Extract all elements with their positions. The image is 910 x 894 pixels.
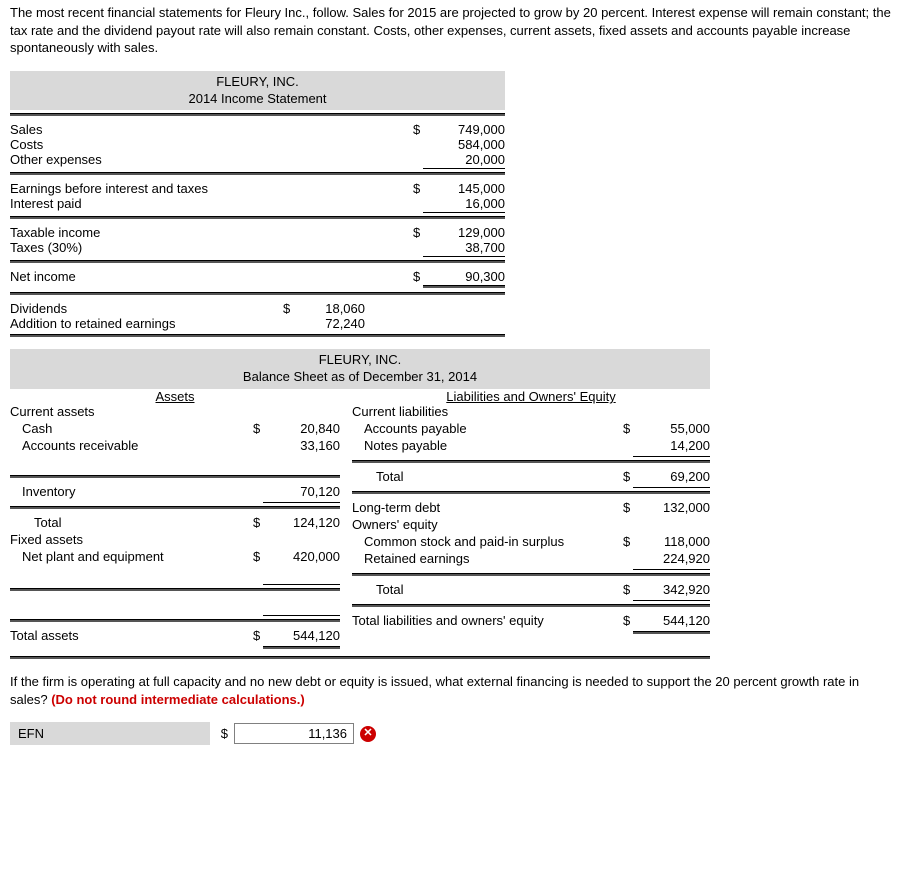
label-current-liab: Current liabilities xyxy=(352,404,710,419)
amount: 132,000 xyxy=(635,500,710,515)
amount: 544,120 xyxy=(635,613,710,628)
amount: 20,000 xyxy=(425,152,505,167)
is-title: 2014 Income Statement xyxy=(10,91,505,108)
amount: 342,920 xyxy=(635,582,710,597)
amount: 129,000 xyxy=(425,225,505,240)
label-fixed-assets: Fixed assets xyxy=(10,532,340,547)
row-ebit: Earnings before interest and taxes $ 145… xyxy=(10,181,505,196)
label: Common stock and paid-in surplus xyxy=(352,534,623,549)
row-netinc: Net income $ 90,300 xyxy=(10,269,505,284)
label: Total xyxy=(10,515,253,530)
income-statement: FLEURY, INC. 2014 Income Statement Sales… xyxy=(10,71,505,338)
label: Other expenses xyxy=(10,152,413,167)
label: Taxes (30%) xyxy=(10,240,413,255)
label: Total xyxy=(352,582,623,597)
amount: 145,000 xyxy=(425,181,505,196)
label-owners-equity: Owners' equity xyxy=(352,517,710,532)
amount: 749,000 xyxy=(425,122,505,137)
label: Accounts receivable xyxy=(10,438,253,453)
amount: 69,200 xyxy=(635,469,710,484)
label-current-assets: Current assets xyxy=(10,404,340,419)
incorrect-icon: ✕ xyxy=(360,726,376,742)
dollar: $ xyxy=(413,181,425,196)
row-interest: Interest paid 16,000 xyxy=(10,196,505,211)
efn-input[interactable] xyxy=(234,723,354,744)
bs-subheaders: Assets Liabilities and Owners' Equity xyxy=(10,389,710,404)
answer-currency: $ xyxy=(210,726,234,741)
dollar: $ xyxy=(253,628,265,643)
amount: 124,120 xyxy=(265,515,340,530)
label: Taxable income xyxy=(10,225,413,240)
label: Addition to retained earnings xyxy=(10,316,283,331)
balance-sheet: FLEURY, INC. Balance Sheet as of Decembe… xyxy=(10,349,710,659)
dollar: $ xyxy=(623,613,635,628)
row-costs: Costs 584,000 xyxy=(10,137,505,152)
amount: 14,200 xyxy=(635,438,710,453)
label: Total xyxy=(352,469,623,484)
is-company: FLEURY, INC. xyxy=(10,74,505,91)
bs-header: FLEURY, INC. Balance Sheet as of Decembe… xyxy=(10,349,710,389)
assets-header: Assets xyxy=(155,389,194,404)
dollar: $ xyxy=(623,582,635,597)
label: Total liabilities and owners' equity xyxy=(352,613,623,628)
amount: 38,700 xyxy=(425,240,505,255)
dollar: $ xyxy=(623,500,635,515)
dollar: $ xyxy=(623,534,635,549)
label: Earnings before interest and taxes xyxy=(10,181,413,196)
bs-liab-col: Current liabilities Accounts payable $ 5… xyxy=(340,404,710,653)
amount: 224,920 xyxy=(635,551,710,566)
dollar: $ xyxy=(253,515,265,530)
liab-header: Liabilities and Owners' Equity xyxy=(446,389,615,404)
question-hint: (Do not round intermediate calculations.… xyxy=(51,692,305,707)
label: Net plant and equipment xyxy=(10,549,253,564)
amount: 33,160 xyxy=(265,438,340,453)
dollar: $ xyxy=(283,301,295,316)
label: Total assets xyxy=(10,628,253,643)
label: Net income xyxy=(10,269,413,284)
row-taxes: Taxes (30%) 38,700 xyxy=(10,240,505,255)
efn-label: EFN xyxy=(18,726,44,741)
efn-label-box: EFN xyxy=(10,722,210,745)
dollar: $ xyxy=(623,421,635,436)
label: Sales xyxy=(10,122,413,137)
amount: 118,000 xyxy=(635,534,710,549)
amount: 420,000 xyxy=(265,549,340,564)
is-header: FLEURY, INC. 2014 Income Statement xyxy=(10,71,505,111)
bs-assets-col: Current assets Cash $ 20,840 Accounts re… xyxy=(10,404,340,653)
amount: 90,300 xyxy=(425,269,505,284)
row-sales: Sales $ 749,000 xyxy=(10,122,505,137)
dollar: $ xyxy=(253,549,265,564)
label: Costs xyxy=(10,137,413,152)
label: Dividends xyxy=(10,301,283,316)
dollar: $ xyxy=(253,421,265,436)
answer-row: EFN $ ✕ xyxy=(10,722,900,745)
dollar: $ xyxy=(413,269,425,284)
label: Inventory xyxy=(10,484,253,499)
label: Retained earnings xyxy=(352,551,623,566)
dollar: $ xyxy=(413,122,425,137)
amount: 16,000 xyxy=(425,196,505,211)
row-dividends: Dividends $ 18,060 xyxy=(10,301,505,316)
row-other: Other expenses 20,000 xyxy=(10,152,505,167)
amount: 584,000 xyxy=(425,137,505,152)
amount: 55,000 xyxy=(635,421,710,436)
amount: 70,120 xyxy=(265,484,340,499)
bs-company: FLEURY, INC. xyxy=(10,352,710,369)
label: Cash xyxy=(10,421,253,436)
label: Accounts payable xyxy=(352,421,623,436)
amount: 544,120 xyxy=(265,628,340,643)
amount: 18,060 xyxy=(295,301,365,316)
intro-text: The most recent financial statements for… xyxy=(10,4,900,57)
question-text: If the firm is operating at full capacit… xyxy=(10,673,900,708)
label: Notes payable xyxy=(352,438,623,453)
dollar: $ xyxy=(623,469,635,484)
amount: 20,840 xyxy=(265,421,340,436)
row-are: Addition to retained earnings 72,240 xyxy=(10,316,505,331)
label: Interest paid xyxy=(10,196,413,211)
amount: 72,240 xyxy=(295,316,365,331)
bs-title: Balance Sheet as of December 31, 2014 xyxy=(10,369,710,386)
row-taxable: Taxable income $ 129,000 xyxy=(10,225,505,240)
dollar: $ xyxy=(413,225,425,240)
label: Long-term debt xyxy=(352,500,623,515)
